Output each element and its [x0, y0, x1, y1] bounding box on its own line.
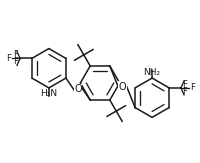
Text: F: F	[6, 54, 11, 63]
Text: O: O	[74, 84, 81, 94]
Text: H₂N: H₂N	[40, 89, 57, 98]
Text: F: F	[182, 87, 187, 96]
Text: F: F	[13, 50, 18, 59]
Text: F: F	[13, 58, 18, 67]
Text: F: F	[182, 80, 187, 89]
Text: NH₂: NH₂	[143, 68, 160, 77]
Text: O: O	[118, 82, 126, 92]
Text: F: F	[189, 83, 194, 92]
